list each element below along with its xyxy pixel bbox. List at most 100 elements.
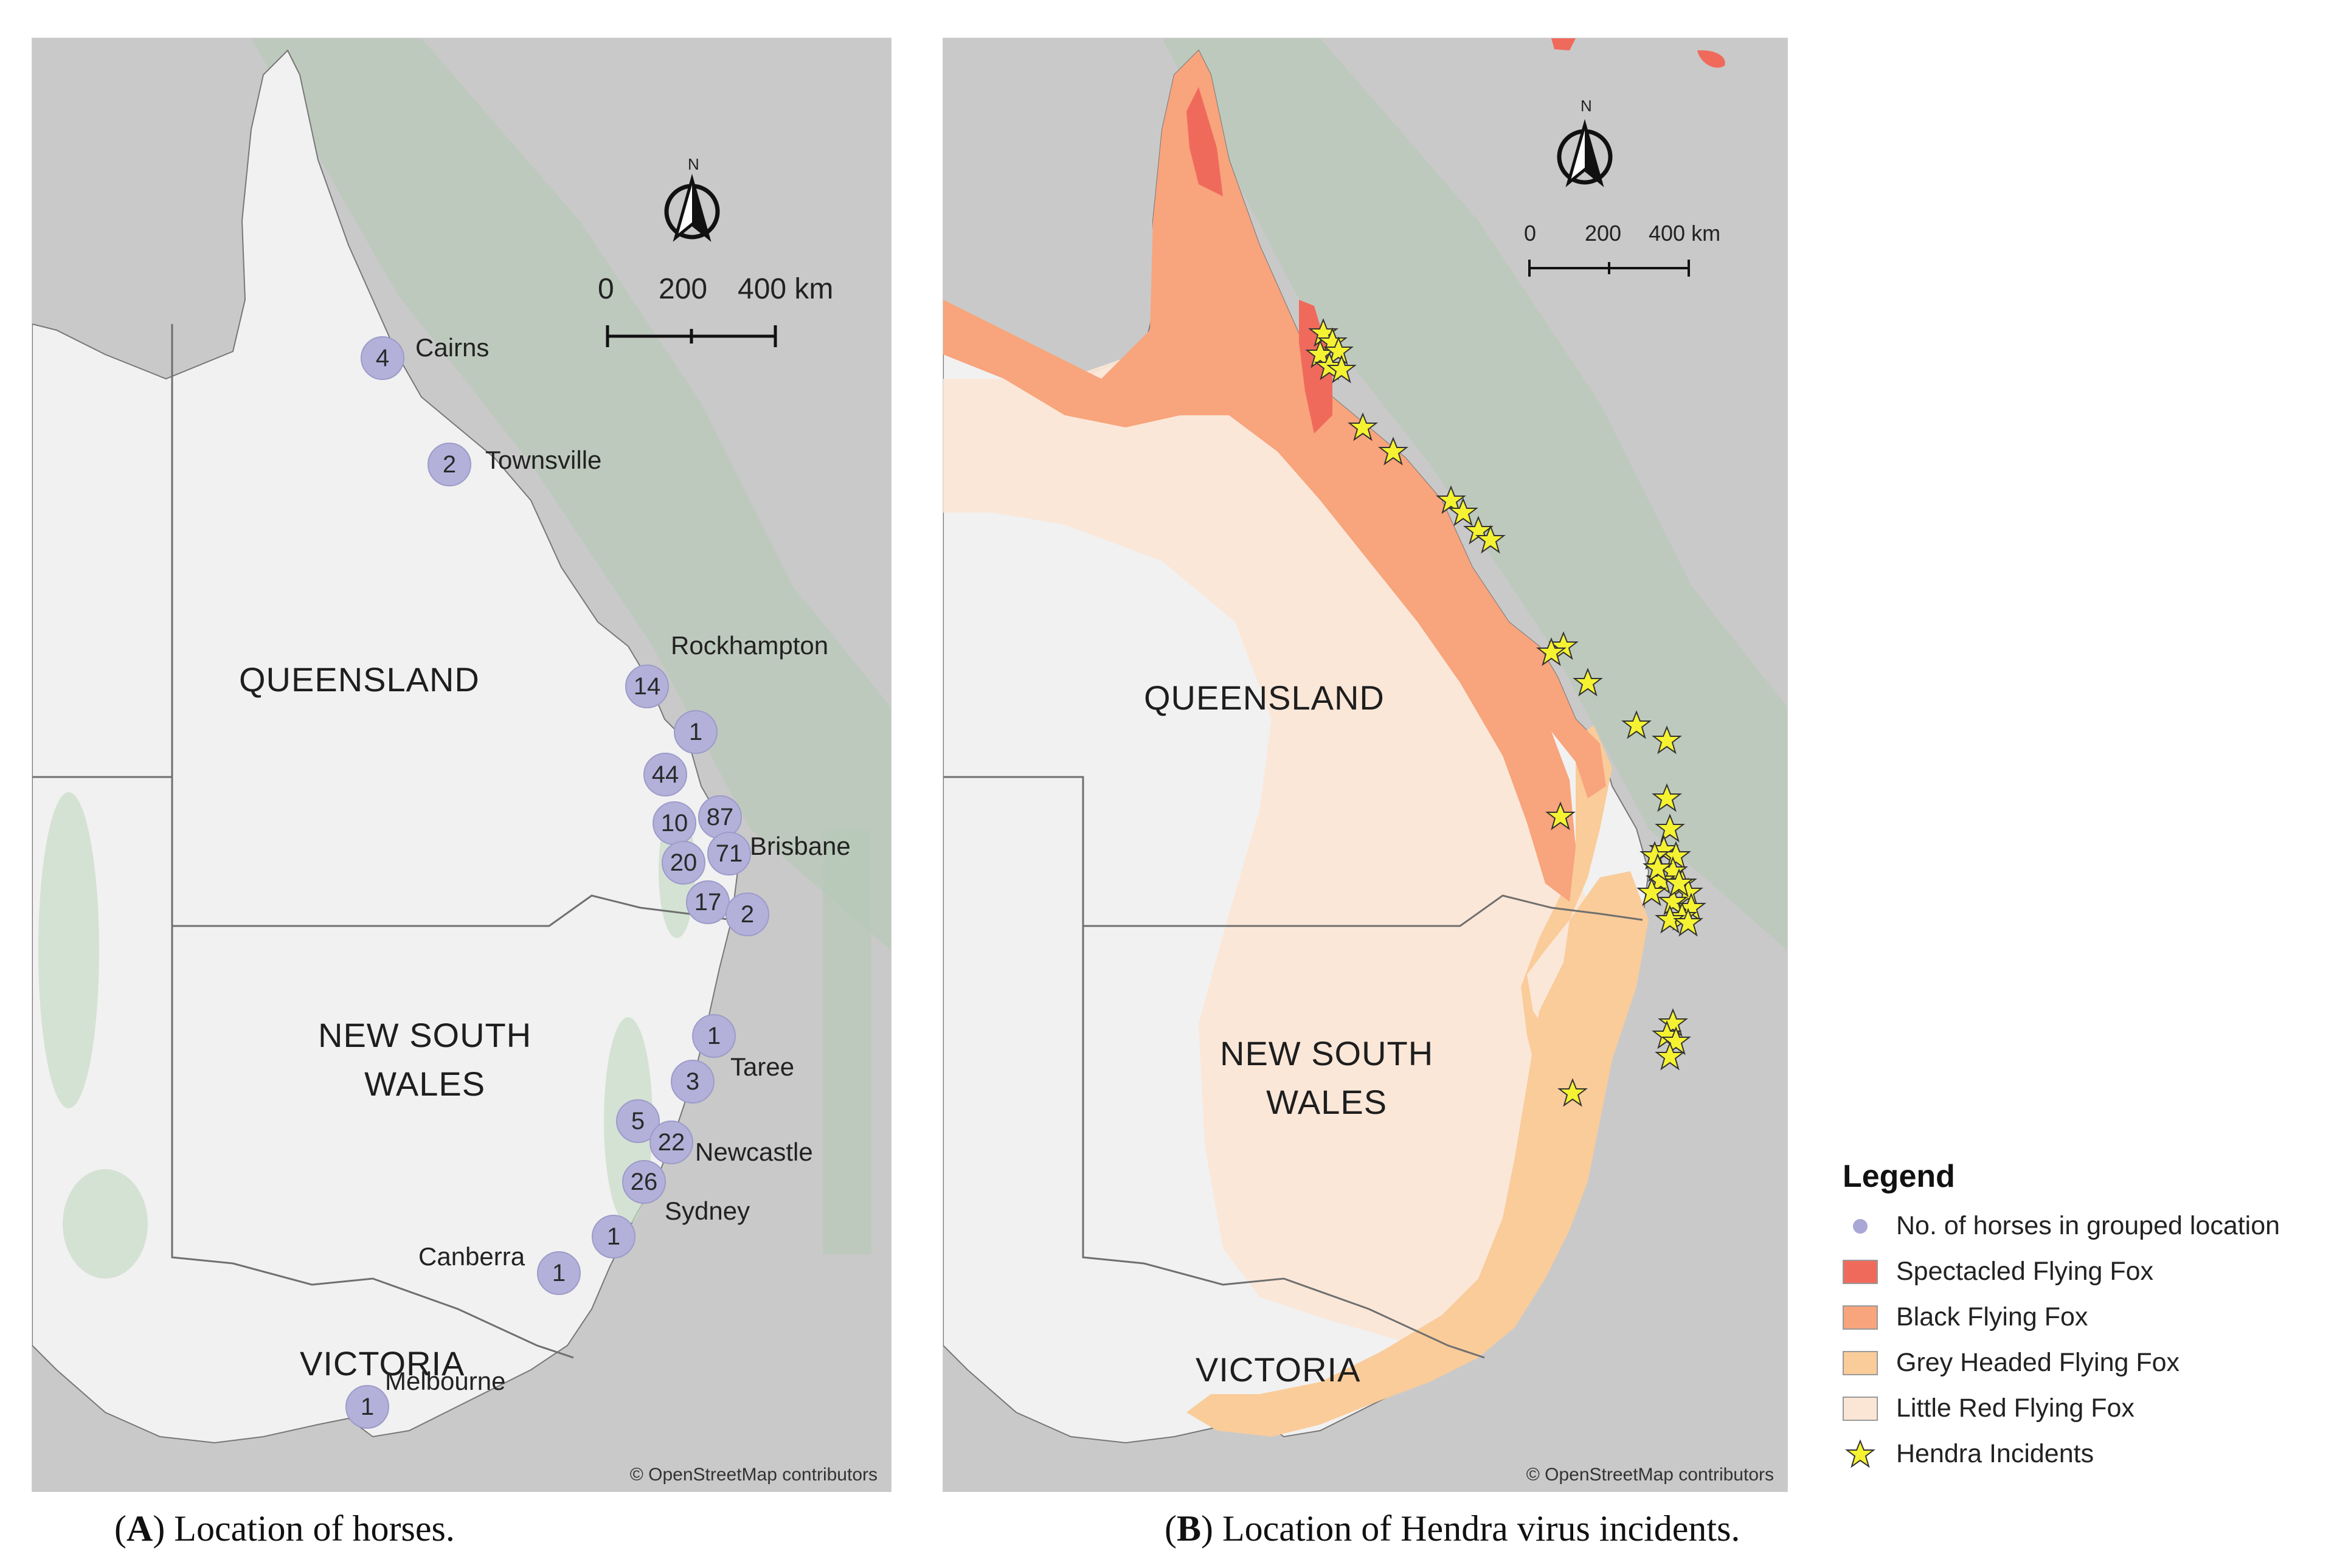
horse-count-marker[interactable]: 1 bbox=[674, 710, 718, 754]
horse-count-marker[interactable]: 22 bbox=[649, 1121, 693, 1164]
hendra-incident-star[interactable] bbox=[1658, 1008, 1688, 1037]
hendra-incident-star[interactable] bbox=[1323, 336, 1354, 365]
scale-label-0: 0 bbox=[1524, 221, 1537, 246]
horse-count-marker[interactable]: 14 bbox=[625, 665, 669, 708]
map-panel-b[interactable]: QUEENSLAND NEW SOUTH WALES VICTORIA N 0 … bbox=[943, 38, 1788, 1492]
caption-a-text: ) Location of horses. bbox=[153, 1508, 455, 1549]
state-label-queensland: QUEENSLAND bbox=[1144, 679, 1385, 717]
city-label-sydney: Sydney bbox=[665, 1197, 750, 1225]
swatch-icon bbox=[1843, 1259, 1878, 1284]
caption-b: (B) Location of Hendra virus incidents. bbox=[1165, 1508, 1740, 1549]
hendra-incident-star[interactable] bbox=[1652, 783, 1682, 812]
legend-item-grey-headed: Grey Headed Flying Fox bbox=[1843, 1340, 2351, 1386]
scale-bar bbox=[1528, 260, 1690, 277]
hendra-incidents-layer bbox=[1305, 318, 1706, 1107]
hendra-incident-star[interactable] bbox=[1658, 886, 1688, 916]
swatch-icon bbox=[1843, 1396, 1878, 1421]
hendra-incident-star[interactable] bbox=[1378, 437, 1408, 466]
hendra-incident-star[interactable] bbox=[1621, 710, 1652, 739]
city-label-melbourne: Melbourne bbox=[385, 1367, 506, 1395]
caption-a: (A) Location of horses. bbox=[114, 1508, 455, 1549]
horse-count-marker[interactable]: 2 bbox=[725, 893, 769, 936]
hendra-incident-star[interactable] bbox=[1348, 412, 1378, 441]
map-legend: Legend No. of horses in grouped location… bbox=[1843, 1158, 2351, 1477]
horse-count-marker[interactable]: 44 bbox=[643, 753, 687, 796]
basemap-b bbox=[943, 38, 1787, 1491]
hendra-incident-star[interactable] bbox=[1475, 525, 1506, 554]
legend-label: Black Flying Fox bbox=[1896, 1302, 2088, 1331]
hendra-incident-star[interactable] bbox=[1661, 1026, 1691, 1055]
hendra-incident-star[interactable] bbox=[1548, 631, 1579, 660]
north-label: N bbox=[1581, 97, 1592, 115]
city-label-canberra: Canberra bbox=[418, 1242, 525, 1271]
hendra-incident-star[interactable] bbox=[1436, 485, 1466, 514]
hendra-incident-star[interactable] bbox=[1557, 1078, 1588, 1107]
scale-label-400: 400 km bbox=[738, 273, 834, 305]
state-label-queensland: QUEENSLAND bbox=[239, 660, 480, 699]
horse-count-marker[interactable]: 1 bbox=[692, 1014, 736, 1058]
hendra-incident-star[interactable] bbox=[1536, 637, 1567, 666]
horse-count-marker[interactable]: 10 bbox=[653, 801, 696, 845]
map-panel-a[interactable]: QUEENSLAND NEW SOUTH WALES VICTORIA Cair… bbox=[32, 38, 892, 1492]
circle-icon bbox=[1853, 1218, 1868, 1234]
hendra-incident-star[interactable] bbox=[1655, 905, 1685, 934]
hendra-incident-star[interactable] bbox=[1643, 853, 1673, 882]
hendra-incident-star[interactable] bbox=[1655, 1041, 1685, 1071]
state-label-nsw: NEW SOUTH WALES bbox=[1220, 1034, 1434, 1121]
scale-label-0: 0 bbox=[598, 273, 614, 305]
city-label-townsville: Townsville bbox=[485, 446, 602, 474]
north-arrow-icon bbox=[1557, 119, 1613, 187]
horse-count-marker[interactable]: 26 bbox=[622, 1160, 666, 1204]
caption-b-text: ) Location of Hendra virus incidents. bbox=[1201, 1508, 1740, 1549]
attribution: © OpenStreetMap contributors bbox=[629, 1465, 878, 1485]
horse-count-marker[interactable]: 1 bbox=[592, 1215, 635, 1259]
horse-count-marker[interactable]: 17 bbox=[686, 880, 730, 924]
hendra-incident-star[interactable] bbox=[1652, 725, 1682, 755]
hendra-incident-star[interactable] bbox=[1573, 668, 1603, 697]
swatch-icon bbox=[1843, 1305, 1878, 1330]
caption-a-letter: A bbox=[126, 1508, 153, 1549]
city-label-newcastle: Newcastle bbox=[695, 1138, 813, 1166]
horse-count-marker[interactable]: 3 bbox=[671, 1060, 715, 1103]
legend-label: Grey Headed Flying Fox bbox=[1896, 1348, 2180, 1377]
city-label-rockhampton: Rockhampton bbox=[671, 631, 829, 660]
star-icon bbox=[1845, 1438, 1875, 1468]
horse-count-marker[interactable]: 1 bbox=[345, 1385, 389, 1429]
hendra-incident-star[interactable] bbox=[1545, 801, 1576, 831]
hendra-incident-star[interactable] bbox=[1655, 813, 1685, 843]
caption-b-letter: B bbox=[1176, 1508, 1202, 1549]
horse-count-marker[interactable]: 20 bbox=[662, 841, 705, 885]
horse-count-marker[interactable]: 2 bbox=[428, 443, 471, 486]
horse-count-marker[interactable]: 1 bbox=[537, 1251, 581, 1295]
hendra-incident-star[interactable] bbox=[1636, 877, 1667, 907]
state-label-victoria: VICTORIA bbox=[1196, 1350, 1361, 1389]
hendra-incident-star[interactable] bbox=[1326, 354, 1357, 384]
legend-item-black: Black Flying Fox bbox=[1843, 1294, 2351, 1340]
north-label: N bbox=[688, 155, 699, 173]
scale-label-400: 400 km bbox=[1649, 221, 1721, 246]
scale-label-200: 200 bbox=[1585, 221, 1622, 246]
legend-item-spectacled: Spectacled Flying Fox bbox=[1843, 1249, 2351, 1294]
hendra-incident-star[interactable] bbox=[1673, 908, 1703, 937]
state-label-victoria: VICTORIA bbox=[300, 1344, 465, 1383]
legend-label: Hendra Incidents bbox=[1896, 1439, 2094, 1468]
scale-bar bbox=[606, 325, 777, 347]
attribution: © OpenStreetMap contributors bbox=[1526, 1465, 1774, 1485]
legend-label: No. of horses in grouped location bbox=[1896, 1211, 2280, 1240]
hendra-incident-star[interactable] bbox=[1664, 868, 1694, 897]
scale-label-200: 200 bbox=[659, 273, 708, 305]
horse-count-marker[interactable]: 87 bbox=[698, 795, 742, 839]
horse-count-marker[interactable]: 4 bbox=[361, 336, 404, 380]
city-label-brisbane: Brisbane bbox=[750, 832, 851, 860]
legend-label: Little Red Flying Fox bbox=[1896, 1394, 2135, 1423]
legend-item-horses: No. of horses in grouped location bbox=[1843, 1203, 2351, 1249]
horse-count-marker[interactable]: 71 bbox=[707, 832, 751, 876]
hendra-incident-star[interactable] bbox=[1448, 497, 1478, 527]
city-label-cairns: Cairns bbox=[415, 333, 490, 362]
legend-item-hendra: Hendra Incidents bbox=[1843, 1431, 2351, 1477]
swatch-icon bbox=[1843, 1350, 1878, 1375]
basemap-a bbox=[32, 38, 891, 1491]
state-label-nsw: NEW SOUTH WALES bbox=[318, 1016, 532, 1103]
city-label-taree: Taree bbox=[730, 1052, 795, 1081]
north-arrow-icon bbox=[664, 173, 720, 242]
